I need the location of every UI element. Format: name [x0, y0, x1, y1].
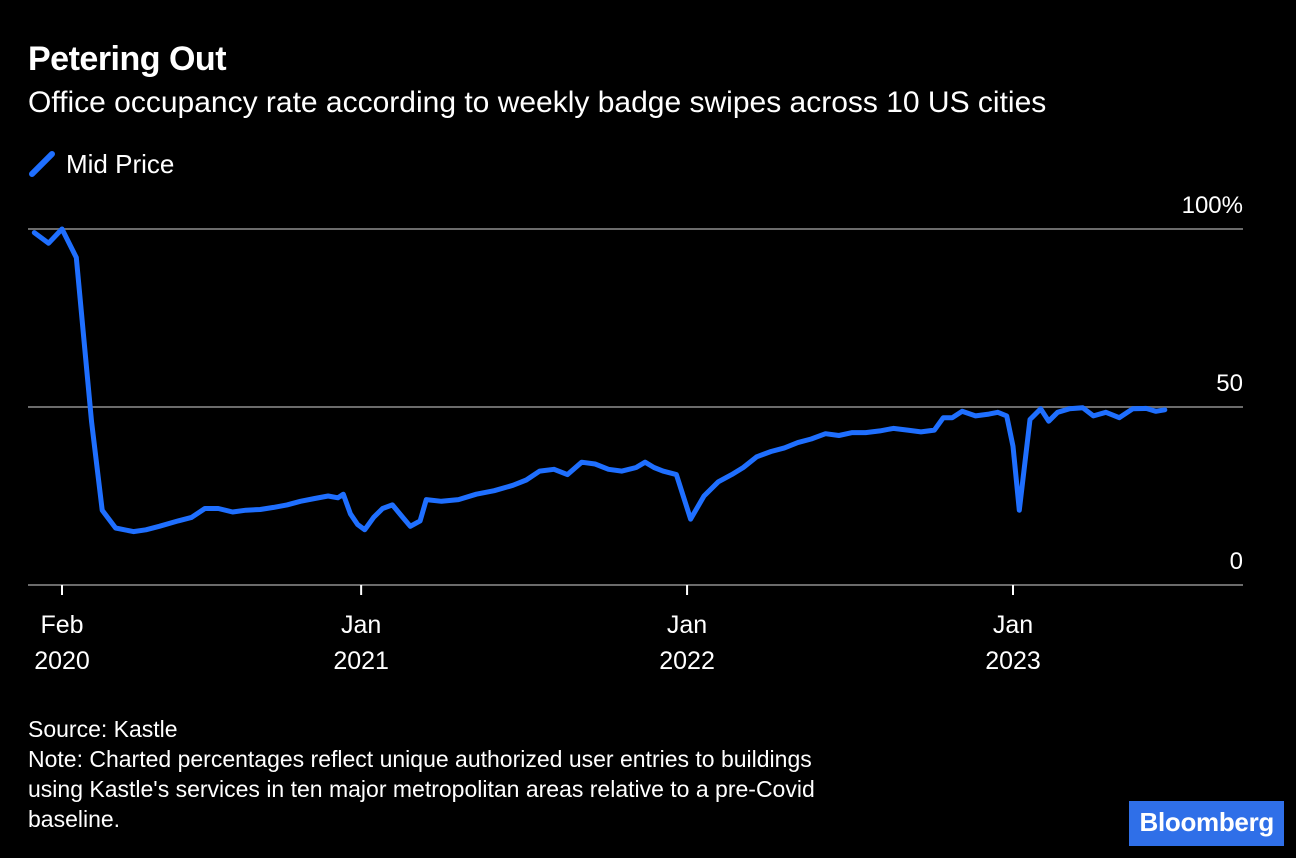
note-line-1: Note: Charted percentages reflect unique…: [28, 746, 812, 772]
y-tick-label: 50: [1216, 370, 1243, 397]
legend-swatch-icon: [29, 151, 55, 177]
y-tick-label: 100%: [1182, 192, 1243, 219]
chart-footer: Source: Kastle Note: Charted percentages…: [28, 714, 988, 834]
x-tick-label: Feb: [40, 611, 83, 639]
x-tick-label: 2021: [333, 647, 389, 675]
x-tick-label: Jan: [341, 611, 381, 639]
y-tick-label: 0: [1230, 548, 1243, 575]
series-line: [31, 226, 1168, 535]
source-note: Source: Kastle: [28, 716, 178, 742]
legend: Mid Price: [28, 147, 174, 181]
note-line-2: using Kastle's services in ten major met…: [28, 776, 815, 802]
note-line-3: baseline.: [28, 806, 121, 832]
x-tick-label: Jan: [667, 611, 707, 639]
bloomberg-logo: Bloomberg: [1129, 801, 1284, 846]
axis-layer: 100% 50 0 Feb 2020 Jan 2021 Jan 2022 Jan 2023: [34, 192, 1243, 675]
grid-layer: [28, 228, 1243, 586]
x-tick-label: 2022: [659, 647, 715, 675]
legend-label: Mid Price: [66, 148, 175, 179]
chart-title: Petering Out: [28, 40, 227, 78]
x-tick-label: Jan: [993, 611, 1033, 639]
x-tick-label: 2020: [34, 647, 90, 675]
line-chart: 100% 50 0 Feb 2020 Jan 2021 Jan 2022 Jan 2023: [28, 192, 1243, 675]
series-layer: [31, 226, 1168, 535]
x-tick-label: 2023: [985, 647, 1041, 675]
chart-subtitle: Office occupancy rate according to weekl…: [28, 86, 1047, 119]
